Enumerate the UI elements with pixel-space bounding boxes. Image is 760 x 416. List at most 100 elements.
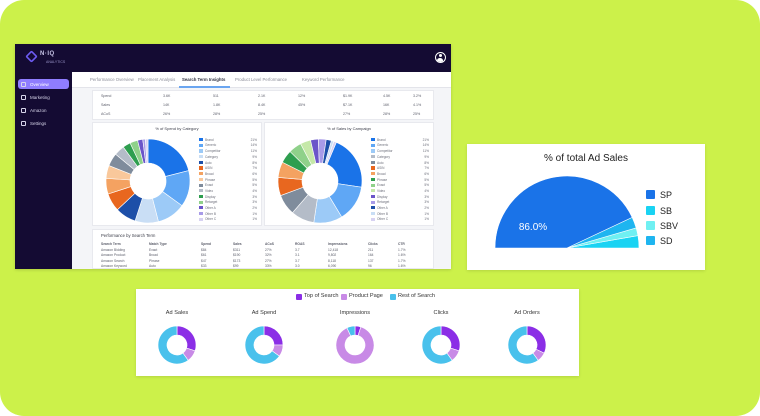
- sidebar-item-label: Settings: [30, 120, 47, 126]
- column-header[interactable]: Clicks: [368, 241, 378, 246]
- table-cell: $33: [201, 264, 207, 269]
- table-row[interactable]: Amazon Keyword Auto $33 $99 33% 3.0 6,090 96 1.6…: [93, 264, 435, 270]
- tab-product-level-performance[interactable]: Product Level Performance: [235, 77, 288, 82]
- legend-label: Display: [377, 194, 388, 199]
- legend-value: 5%: [252, 183, 257, 188]
- legend-value: 21%: [250, 137, 257, 142]
- table-cell: Auto: [149, 264, 156, 269]
- donut-title: Ad Sales: [165, 310, 189, 316]
- legend-item: Other B 1%: [199, 211, 257, 217]
- legend-value: 21%: [422, 137, 429, 142]
- legend-label: Generic: [205, 143, 217, 148]
- column-header[interactable]: Spend: [201, 241, 212, 246]
- legend-item: Category 9%: [199, 154, 257, 160]
- column-header[interactable]: ACoS: [265, 241, 274, 246]
- table-row[interactable]: Amazon Product Broad $61 $190 32% 3.1 9,802 164…: [93, 253, 435, 259]
- legend-swatch: [371, 166, 375, 170]
- tab-performance-overview[interactable]: Performance Overview: [90, 77, 134, 82]
- table-cell: 1.7%: [398, 258, 406, 263]
- column-header[interactable]: Sales: [233, 241, 242, 246]
- summary-cell: 8.4K: [258, 103, 266, 107]
- gear-icon: [21, 120, 26, 126]
- legend-label: Exact: [377, 183, 385, 188]
- legend-item: Other C 1%: [371, 217, 429, 223]
- legend-swatch: [371, 143, 375, 147]
- sidebar-item-marketing[interactable]: Marketing: [18, 92, 69, 102]
- summary-card: Spend 3.6K 511 2.1K 12% $1.9K 4.5K 3.2% Sales 14K…: [92, 90, 434, 120]
- sidebar-item-settings[interactable]: Settings: [18, 118, 69, 128]
- legend-swatch: [371, 172, 375, 176]
- pie-chart-sales: [277, 138, 363, 224]
- table-cell: 32%: [265, 253, 272, 258]
- pie-card-sales: % of Sales by Campaign Brand 21% Generic 14…: [264, 122, 434, 226]
- legend-item-sp: SP: [646, 190, 672, 200]
- legend-value: 5%: [424, 183, 429, 188]
- legend-swatch: [199, 177, 203, 181]
- table-row[interactable]: Amazon Search Phrase $47 $173 27% 3.7 8,118 137…: [93, 258, 435, 264]
- donut-slice: [244, 325, 280, 365]
- logo[interactable]: N·IQ ANALYTICS: [25, 50, 65, 66]
- donut-title: Ad Spend: [251, 310, 277, 316]
- legend-item: Other A 2%: [199, 205, 257, 211]
- legend-item: Auto 8%: [199, 160, 257, 166]
- summary-cell: 16K: [383, 103, 390, 107]
- table-cell: 8,118: [328, 258, 337, 263]
- table-cell: Broad: [149, 253, 158, 258]
- pie-legend-sales: Brand 21% Generic 14% Competitor 11% Category 9…: [371, 137, 429, 222]
- legend-swatch: [371, 211, 375, 216]
- legend-value: 8%: [252, 160, 257, 165]
- legend-item: Retarget 3%: [371, 200, 429, 206]
- legend-swatch: [646, 236, 655, 245]
- legend-item-top-of-search: Top of Search: [296, 293, 339, 300]
- legend-swatch: [199, 217, 203, 221]
- column-header[interactable]: Match Type: [149, 241, 167, 246]
- table-cell: Amazon Product: [101, 253, 126, 258]
- table-cell: 12,418: [328, 247, 339, 252]
- legend-label: Phrase: [377, 177, 388, 182]
- table-cell: 27%: [265, 258, 272, 263]
- legend-item: Generic 14%: [371, 143, 429, 149]
- legend-label: SD: [660, 236, 673, 246]
- summary-cell: Spend: [101, 94, 112, 98]
- legend-swatch: [199, 160, 203, 164]
- legend-item: ASIN 7%: [199, 165, 257, 171]
- tab-search-term-insights[interactable]: Search Term Insights: [182, 77, 226, 82]
- user-circle-icon[interactable]: [435, 52, 446, 63]
- ad-sales-card: % of total Ad Sales 86.0% SP SB SBV SD: [467, 144, 705, 270]
- column-header[interactable]: CTR: [398, 241, 405, 246]
- tab-keyword-performance[interactable]: Keyword Performance: [302, 77, 345, 82]
- gauge-value-label: 86.0%: [519, 222, 547, 233]
- legend-value: 9%: [424, 154, 429, 159]
- table-row[interactable]: Amazon Bidding Exact $84 $311 27% 3.7 12,418 21…: [93, 247, 435, 253]
- table-cell: $61: [201, 253, 207, 258]
- column-header[interactable]: ROAS: [295, 241, 305, 246]
- summary-row: Sales 14K 1.8K 8.4K 45% $7.1K 16K 4.1%: [93, 101, 435, 110]
- summary-cell: 511: [213, 94, 219, 98]
- legend-label: Brand: [205, 137, 214, 142]
- donut-title: Clicks: [433, 310, 449, 316]
- table-cell: 1.6%: [398, 253, 406, 258]
- tab-placement-analysis[interactable]: Placement Analysis: [138, 77, 176, 82]
- legend-swatch: [371, 194, 375, 199]
- legend-item: Exact 5%: [199, 183, 257, 189]
- legend-swatch: [371, 183, 375, 187]
- donut-slice: [176, 325, 197, 352]
- legend-value: 14%: [422, 143, 429, 148]
- summary-cell: 28%: [213, 112, 221, 116]
- legend-label: Other C: [205, 217, 217, 222]
- legend-item: Broad 6%: [199, 171, 257, 177]
- legend-value: 11%: [250, 149, 257, 154]
- sidebar-item-overview[interactable]: Overview: [18, 79, 69, 89]
- pie-legend-spend: Brand 21% Generic 14% Competitor 11% Category 9…: [199, 137, 257, 222]
- legend-swatch: [390, 294, 396, 300]
- pie-slice: [147, 138, 190, 177]
- table-cell: Phrase: [149, 258, 160, 263]
- donut-title: Impressions: [339, 310, 371, 316]
- column-header[interactable]: Impressions: [328, 241, 348, 246]
- donut-slice: [507, 325, 539, 365]
- legend-value: 2%: [424, 206, 429, 211]
- bar-chart-icon: [21, 94, 26, 100]
- summary-cell: 1.8K: [213, 103, 221, 107]
- column-header[interactable]: Search Term: [101, 241, 121, 246]
- sidebar-item-amazon[interactable]: Amazon: [18, 105, 69, 115]
